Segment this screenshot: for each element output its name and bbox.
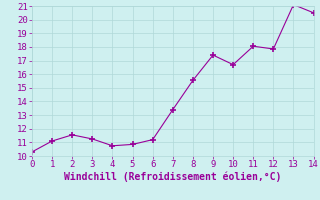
X-axis label: Windchill (Refroidissement éolien,°C): Windchill (Refroidissement éolien,°C) [64, 172, 282, 182]
